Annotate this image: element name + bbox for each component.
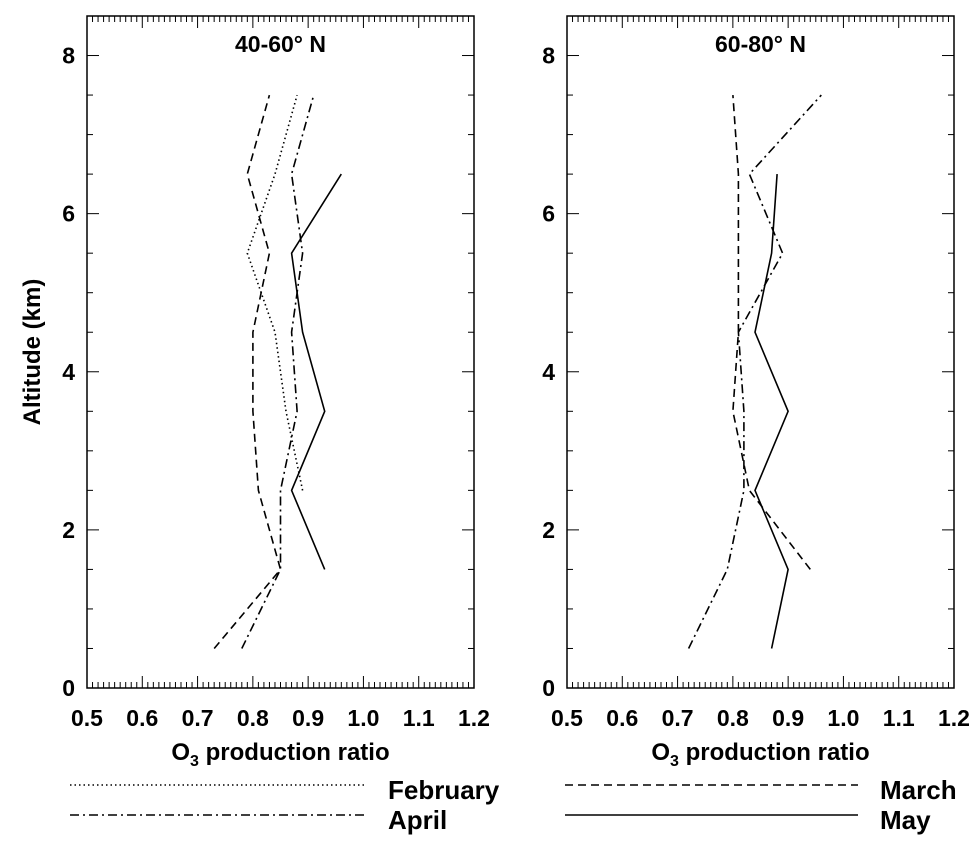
x-tick-label: 1.0: [827, 705, 859, 731]
x-tick-label: 1.0: [347, 705, 379, 731]
y-tick-label: 8: [62, 43, 75, 69]
legend-label-february: February: [388, 775, 500, 805]
y-axis-title: Altitude (km): [19, 279, 46, 426]
series-line-march: [732, 95, 811, 570]
legend: February March April May: [70, 775, 957, 835]
plot-frame: [566, 15, 955, 689]
y-tick-label: 0: [542, 675, 555, 701]
x-tick-label: 0.9: [772, 705, 804, 731]
y-tick-label: 4: [62, 359, 75, 385]
series-line-april: [241, 94, 315, 649]
x-tick-label: 0.6: [606, 705, 638, 731]
y-tick-label: 8: [542, 43, 555, 69]
series-line-may: [754, 174, 789, 649]
y-tick-label: 4: [542, 359, 555, 385]
panel-title: 40-60° N: [235, 31, 326, 57]
x-axis-title: O3 production ratio: [651, 739, 869, 770]
series-line-february: [246, 94, 304, 491]
x-tick-label: 0.5: [551, 705, 583, 731]
series-line-april: [687, 94, 822, 649]
x-tick-label: 0.8: [717, 705, 749, 731]
x-tick-label: 0.8: [237, 705, 269, 731]
panel-title: 60-80° N: [715, 31, 806, 57]
x-tick-label: 0.7: [182, 705, 214, 731]
x-tick-label: 1.1: [403, 705, 435, 731]
y-tick-label: 2: [62, 517, 75, 543]
x-tick-label: 0.5: [71, 705, 103, 731]
x-tick-label: 0.9: [292, 705, 324, 731]
x-tick-label: 1.2: [458, 705, 490, 731]
legend-label-may: May: [880, 805, 931, 835]
plot-frame: [86, 15, 475, 689]
series-line-may: [290, 173, 342, 570]
x-tick-label: 1.1: [883, 705, 915, 731]
y-tick-label: 2: [542, 517, 555, 543]
y-tick-label: 6: [542, 201, 555, 227]
panel-40-60n: 0.5 0.6 0.7 0.8 0.9 1.0 1.1 1.2 0 2 4 6 8 40-60° N O3 …: [19, 15, 490, 770]
x-tick-label: 1.2: [938, 705, 970, 731]
panel-60-80n: 0.5 0.6 0.7 0.8 0.9 1.0 1.1 1.2 0 2 4 6 8 60-80° N O3 …: [542, 15, 970, 770]
x-axis-title: O3 production ratio: [171, 739, 389, 770]
x-tick-label: 0.6: [126, 705, 158, 731]
y-tick-label: 6: [62, 201, 75, 227]
x-tick-label: 0.7: [662, 705, 694, 731]
legend-label-march: March: [880, 775, 957, 805]
legend-label-april: April: [388, 805, 447, 835]
y-tick-label: 0: [62, 675, 75, 701]
series-line-march: [213, 94, 282, 650]
